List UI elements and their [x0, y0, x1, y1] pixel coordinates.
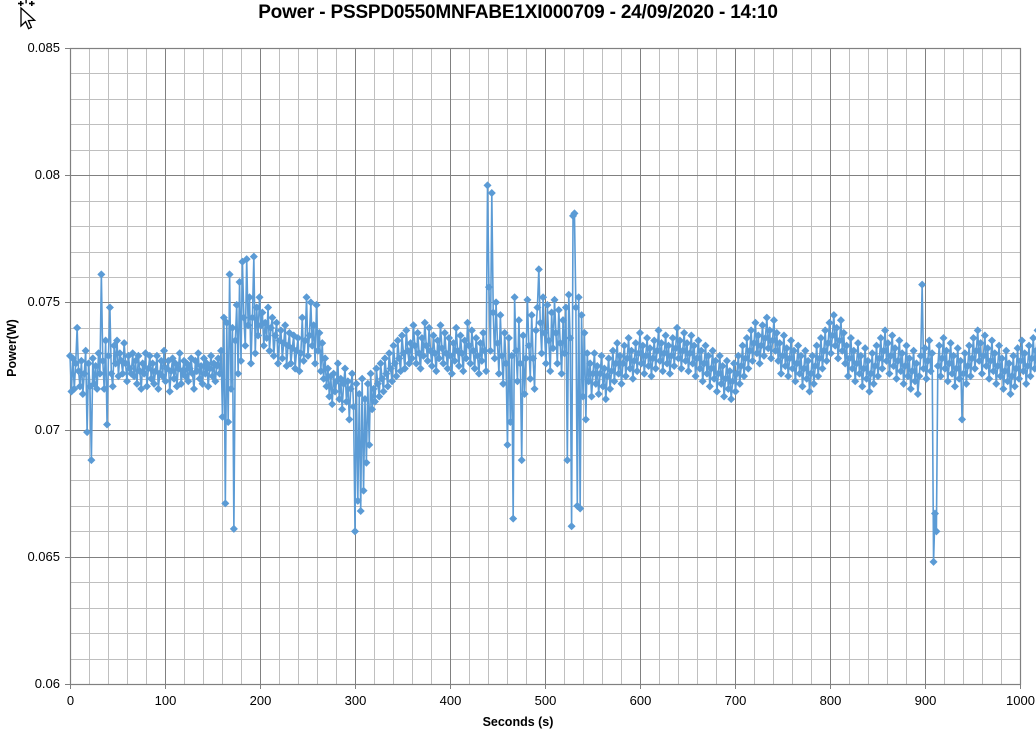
y-tick-label: 0.075 [27, 293, 60, 309]
y-tick-label: 0.065 [27, 548, 60, 564]
y-axis-title: Power(W) [5, 319, 19, 377]
x-tick-label: 100 [154, 693, 177, 708]
y-tick-label: 0.06 [34, 675, 60, 691]
x-axis-title: Seconds (s) [482, 715, 554, 729]
y-tick-label: 0.085 [27, 39, 60, 55]
x-tick-label: 200 [249, 693, 272, 708]
x-tick-label: 600 [629, 693, 652, 708]
x-tick-label: 700 [724, 693, 747, 708]
data-series-power [65, 181, 1036, 566]
chart-title: Power - PSSPD0550MNFABE1XI000709 - 24/09… [258, 2, 778, 23]
y-tick-label: 0.07 [34, 421, 60, 437]
x-tick-label: 0 [66, 693, 75, 708]
x-tick-label: 1000 [1006, 693, 1035, 708]
x-tick-label: 900 [914, 693, 937, 708]
x-tick-label: 800 [819, 693, 842, 708]
y-tick-label: 0.08 [34, 166, 60, 182]
x-tick-label: 400 [439, 693, 462, 708]
x-tick-label: 500 [534, 693, 557, 708]
axis-ticks [65, 48, 1021, 689]
x-tick-label: 300 [344, 693, 367, 708]
